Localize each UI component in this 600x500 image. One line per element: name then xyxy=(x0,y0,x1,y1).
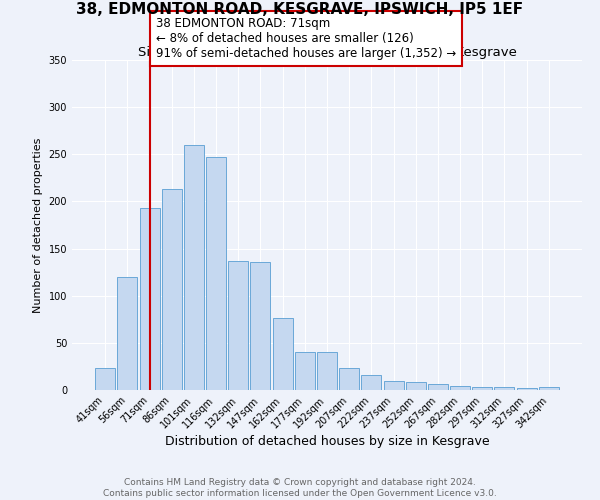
Bar xyxy=(339,368,359,390)
Bar xyxy=(317,352,337,390)
Bar xyxy=(295,352,315,390)
Bar xyxy=(162,189,182,390)
Bar xyxy=(118,277,137,390)
Text: Contains HM Land Registry data © Crown copyright and database right 2024.
Contai: Contains HM Land Registry data © Crown c… xyxy=(103,478,497,498)
Text: 38, EDMONTON ROAD, KESGRAVE, IPSWICH, IP5 1EF: 38, EDMONTON ROAD, KESGRAVE, IPSWICH, IP… xyxy=(76,2,524,18)
Bar xyxy=(494,387,514,390)
Bar xyxy=(250,262,271,390)
Bar xyxy=(472,387,492,390)
Bar xyxy=(361,375,382,390)
Bar xyxy=(228,261,248,390)
Bar xyxy=(184,145,204,390)
Bar xyxy=(406,382,426,390)
Title: Size of property relative to detached houses in Kesgrave: Size of property relative to detached ho… xyxy=(137,46,517,59)
Bar xyxy=(539,387,559,390)
Bar xyxy=(428,384,448,390)
X-axis label: Distribution of detached houses by size in Kesgrave: Distribution of detached houses by size … xyxy=(164,436,490,448)
Bar xyxy=(383,380,404,390)
Bar xyxy=(517,388,536,390)
Bar xyxy=(450,386,470,390)
Bar xyxy=(140,208,160,390)
Bar xyxy=(272,318,293,390)
Bar xyxy=(206,157,226,390)
Y-axis label: Number of detached properties: Number of detached properties xyxy=(33,138,43,312)
Bar xyxy=(95,368,115,390)
Text: 38 EDMONTON ROAD: 71sqm
← 8% of detached houses are smaller (126)
91% of semi-de: 38 EDMONTON ROAD: 71sqm ← 8% of detached… xyxy=(156,17,457,60)
